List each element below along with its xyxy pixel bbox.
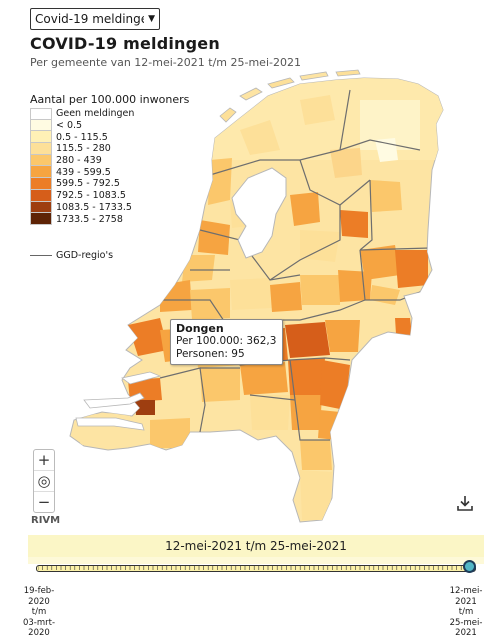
legend-item: 792.5 - 1083.5 — [30, 189, 134, 202]
legend-label: 792.5 - 1083.5 — [56, 190, 126, 202]
legend-swatch — [30, 131, 52, 144]
page-subtitle: Per gemeente van 12-mei-2021 t/m 25-mei-… — [30, 56, 301, 69]
legend-item: 1083.5 - 1733.5 — [30, 201, 134, 214]
legend-label: 439 - 599.5 — [56, 166, 111, 178]
legend-item: 439 - 599.5 — [30, 166, 134, 179]
ijsselmeer — [231, 167, 287, 259]
legend-label: < 0.5 — [56, 120, 83, 132]
wadden-islands — [219, 69, 361, 123]
legend-swatch — [30, 201, 52, 214]
tooltip-persons-value: 95 — [231, 348, 245, 360]
legend-swatch — [30, 143, 52, 155]
legend: Geen meldingen < 0.5 0.5 - 115.5 115.5 - 28… — [30, 108, 134, 225]
legend-swatch — [30, 108, 52, 120]
ggd-legend: GGD-regio's — [30, 250, 113, 261]
legend-swatch — [30, 178, 52, 190]
map-tooltip: Dongen Per 100.000: 362,3 Personen: 95 — [170, 319, 284, 365]
zoom-in-button[interactable]: + — [34, 450, 54, 471]
oosterschelde — [83, 392, 145, 409]
legend-swatch — [30, 166, 52, 179]
period-banner: 12-mei-2021 t/m 25-mei-2021 — [28, 535, 484, 557]
westerschelde — [75, 417, 145, 431]
dataset-select[interactable]: Covid-19 meldingen ▼ — [30, 8, 160, 30]
zoom-controls: + ◎ − — [33, 449, 55, 513]
legend-item: < 0.5 — [30, 119, 134, 132]
haringvliet — [121, 371, 162, 385]
legend-label: 115.5 - 280 — [56, 143, 111, 155]
chevron-down-icon: ▼ — [148, 14, 155, 24]
legend-swatch — [30, 213, 52, 225]
rivm-attribution: RIVM — [31, 515, 61, 526]
time-slider-ticks — [38, 566, 471, 570]
period-strip — [28, 557, 484, 564]
legend-swatch — [30, 119, 52, 132]
legend-item: 1733.5 - 2758 — [30, 213, 134, 225]
legend-label: 0.5 - 115.5 — [56, 131, 108, 143]
page-title: COVID-19 meldingen — [30, 34, 220, 53]
dataset-select-value: Covid-19 meldingen — [35, 12, 145, 26]
legend-label: 1083.5 - 1733.5 — [56, 201, 132, 213]
time-slider-handle[interactable] — [463, 560, 476, 573]
legend-swatch — [30, 154, 52, 167]
ggd-line-swatch — [30, 255, 52, 256]
download-icon[interactable] — [456, 494, 474, 512]
legend-label: 280 - 439 — [56, 155, 102, 167]
timeline-start-label: 19-feb- 2020 t/m 03-mrt- 2020 — [22, 586, 56, 638]
legend-label: Geen meldingen — [56, 108, 135, 120]
ggd-legend-label: GGD-regio's — [56, 250, 114, 261]
tooltip-per-100000-value: 362,3 — [246, 335, 277, 347]
legend-label: 599.5 - 792.5 — [56, 178, 120, 190]
tooltip-per-100000-label: Per 100.000: — [176, 335, 244, 347]
legend-item: 0.5 - 115.5 — [30, 131, 134, 144]
legend-item: Geen meldingen — [30, 108, 134, 120]
tooltip-per-100000: Per 100.000: 362,3 — [176, 335, 276, 348]
legend-item: 280 - 439 — [30, 154, 134, 167]
zoom-out-button[interactable]: − — [37, 493, 51, 511]
legend-title: Aantal per 100.000 inwoners — [30, 93, 190, 106]
tooltip-municipality-name: Dongen — [176, 322, 224, 335]
tooltip-persons-label: Personen: — [176, 348, 228, 360]
legend-item: 115.5 - 280 — [30, 143, 134, 155]
locate-button[interactable]: ◎ — [34, 471, 54, 492]
legend-item: 599.5 - 792.5 — [30, 178, 134, 190]
legend-label: 1733.5 - 2758 — [56, 213, 123, 225]
legend-swatch — [30, 189, 52, 202]
timeline-end-label: 12-mei- 2021 t/m 25-mei- 2021 — [449, 586, 483, 638]
tooltip-persons: Personen: 95 — [176, 348, 276, 361]
